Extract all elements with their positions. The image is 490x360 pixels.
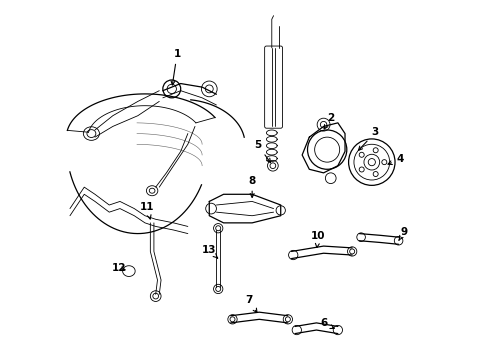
Text: 4: 4	[388, 154, 404, 165]
Text: 12: 12	[112, 263, 126, 273]
Text: 9: 9	[399, 228, 408, 240]
Text: 8: 8	[248, 176, 256, 197]
Text: 5: 5	[254, 140, 270, 162]
Text: 10: 10	[311, 231, 325, 247]
Text: 2: 2	[324, 113, 334, 129]
Text: 13: 13	[202, 245, 218, 258]
Text: 1: 1	[171, 49, 181, 85]
Text: 7: 7	[245, 295, 257, 312]
Text: 6: 6	[320, 319, 334, 328]
Text: 11: 11	[140, 202, 154, 219]
Text: 3: 3	[359, 127, 379, 150]
